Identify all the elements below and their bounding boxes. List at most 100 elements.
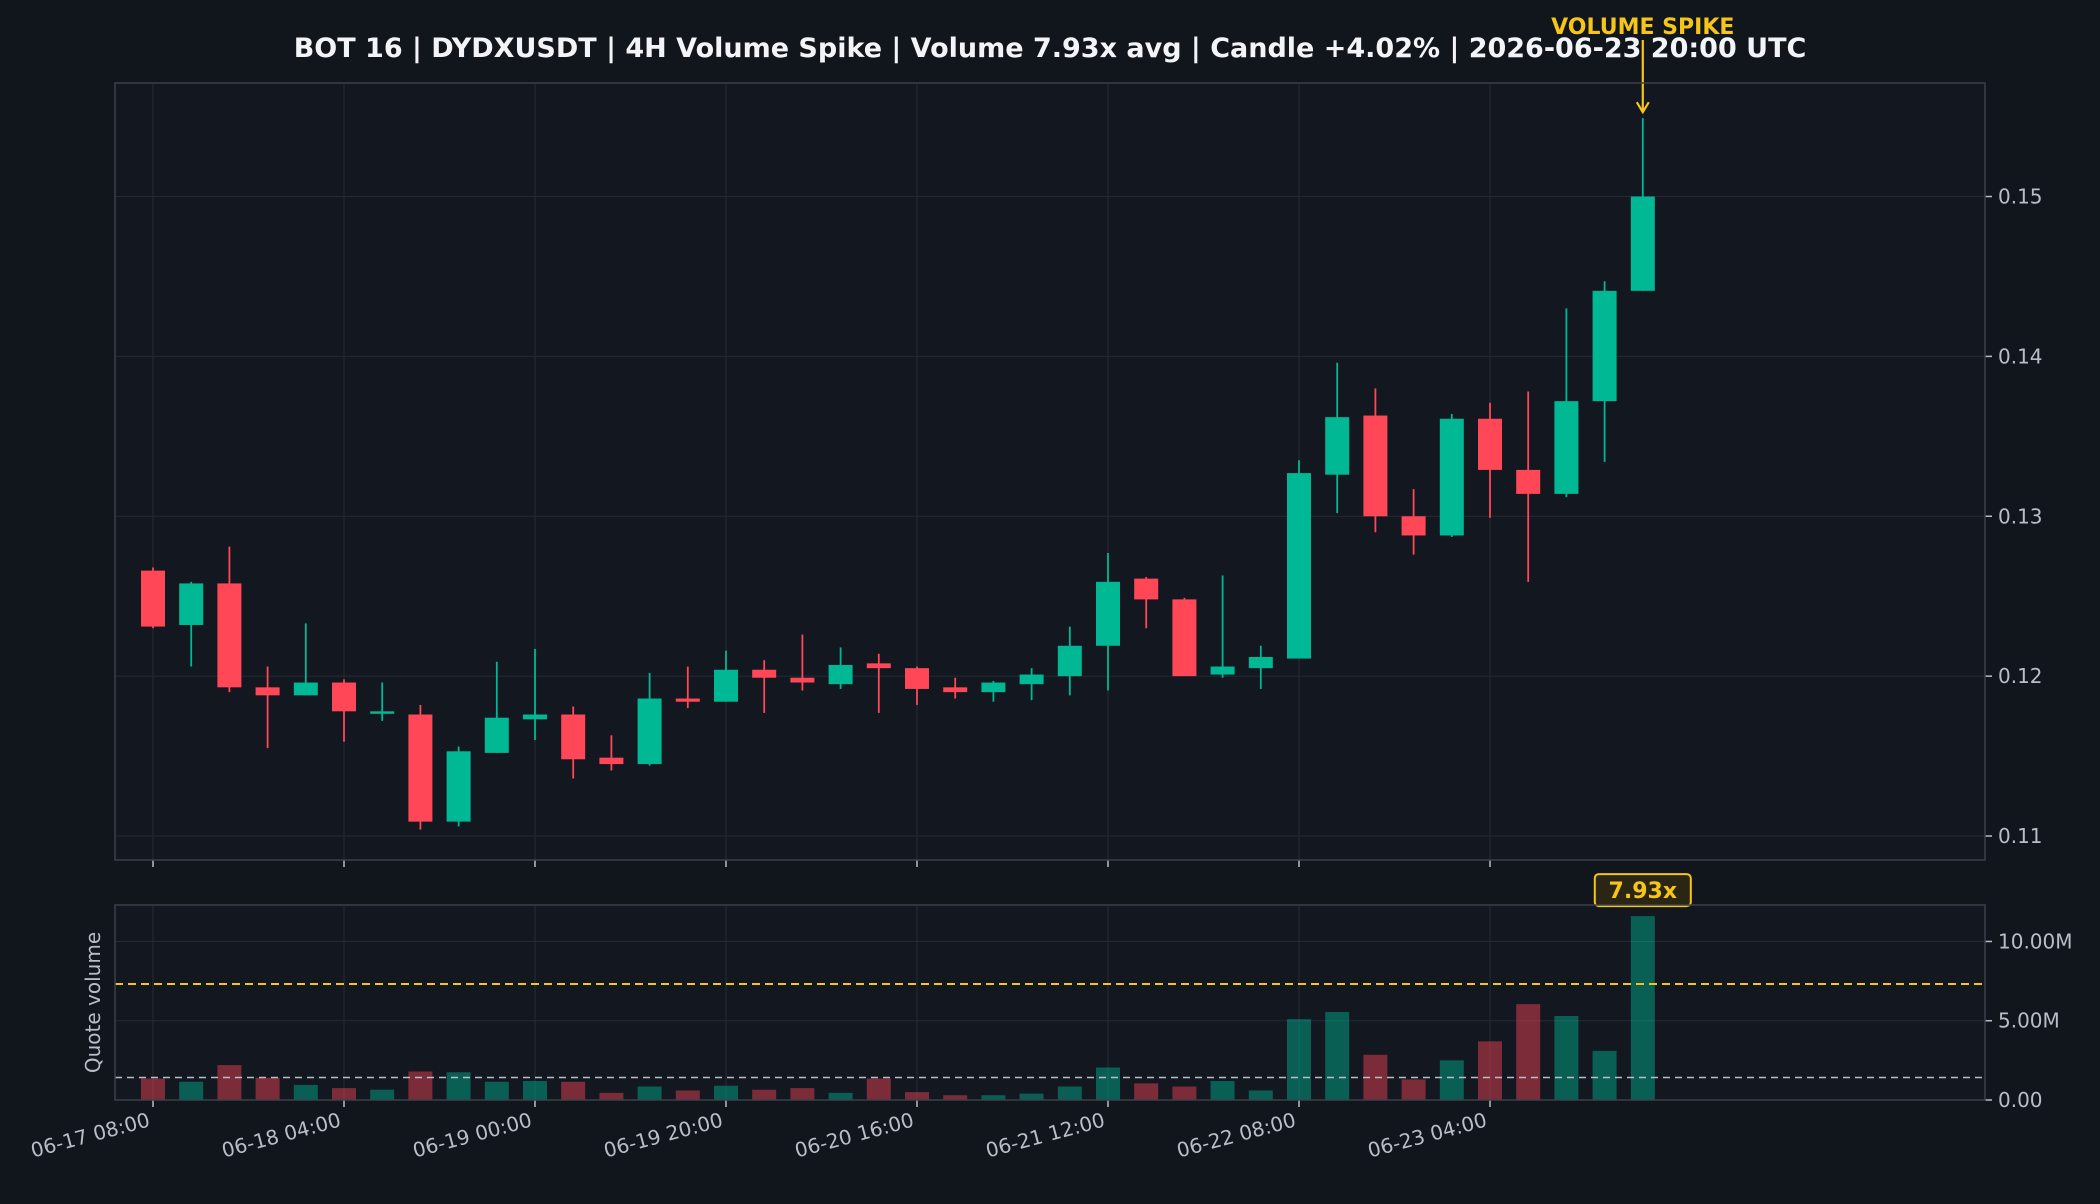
- candle-body: [332, 682, 356, 712]
- candle-body: [484, 717, 509, 753]
- volume-bar: [561, 1081, 586, 1100]
- candle-body: [675, 698, 700, 702]
- candle-body: [1134, 578, 1159, 600]
- candle-body: [1096, 581, 1120, 646]
- candle-body: [1554, 401, 1579, 494]
- price-y-tick-label: 0.15: [1998, 185, 2043, 209]
- volume-bar: [141, 1078, 165, 1100]
- candle-body: [255, 687, 280, 696]
- candle-body: [752, 669, 777, 678]
- volume-bar: [943, 1095, 968, 1100]
- candle-body: [790, 677, 815, 683]
- candle-body: [866, 663, 891, 669]
- volume-bar: [484, 1081, 509, 1100]
- volume-spike-annotation: VOLUME SPIKE: [1551, 15, 1734, 40]
- volume-y-tick-label: 10.00M: [1998, 929, 2073, 953]
- volume-bar: [1057, 1086, 1082, 1100]
- volume-y-tick-label: 0.00: [1998, 1088, 2043, 1112]
- volume-bar: [637, 1086, 662, 1100]
- volume-bar: [1019, 1093, 1044, 1100]
- volume-bar: [1134, 1083, 1159, 1100]
- candle-body: [1210, 666, 1235, 675]
- price-panel-frame: [114, 82, 1986, 861]
- volume-bar: [675, 1090, 700, 1100]
- volume-bar: [1172, 1086, 1197, 1100]
- candle-body: [828, 664, 853, 685]
- candle-body: [1363, 415, 1388, 517]
- volume-bar: [981, 1095, 1006, 1100]
- candle-body: [293, 682, 318, 696]
- volume-bar: [714, 1085, 738, 1100]
- volume-bar: [332, 1088, 356, 1100]
- candle-body: [141, 570, 165, 627]
- volume-bar: [293, 1084, 318, 1100]
- volume-bar: [828, 1092, 853, 1100]
- plot-layer: 06-17 08:00 06-18 04:00 06-19 00:00 06-19 2…: [28, 40, 2073, 1162]
- candle-body: [1516, 469, 1541, 494]
- candle-body: [943, 687, 968, 693]
- candle-body: [1287, 473, 1311, 659]
- candle-body: [446, 751, 471, 822]
- candle-body: [1019, 674, 1044, 685]
- candle-body: [1172, 599, 1197, 677]
- volume-bar: [1554, 1015, 1579, 1100]
- volume-bar: [1287, 1019, 1311, 1100]
- candle-body: [1325, 417, 1350, 475]
- price-panel-background: [115, 83, 1985, 860]
- candle-body: [714, 669, 738, 702]
- candle-body: [599, 757, 624, 765]
- candle-body: [637, 698, 662, 765]
- volume-bar: [1439, 1060, 1464, 1100]
- volume-panel-frame: [114, 904, 1986, 1101]
- candle-body: [1057, 645, 1082, 677]
- volume-bar: [752, 1089, 777, 1100]
- volume-bar: [790, 1088, 815, 1100]
- volume-bar: [1210, 1080, 1235, 1100]
- candle-body: [1630, 196, 1655, 291]
- volume-bar: [446, 1072, 471, 1100]
- volume-y-tick-label: 5.00M: [1998, 1009, 2060, 1033]
- candle-body: [981, 682, 1006, 693]
- candle-body: [561, 714, 586, 760]
- volume-bar: [1325, 1012, 1350, 1100]
- volume-bar: [255, 1077, 280, 1100]
- candle-body: [1478, 418, 1502, 470]
- volume-bar: [1592, 1050, 1617, 1100]
- volume-bar: [1630, 916, 1655, 1100]
- candle-body: [905, 668, 929, 689]
- candle-body: [1248, 656, 1273, 669]
- volume-spike-arrowhead: [1635, 101, 1650, 115]
- volume-bar: [217, 1065, 242, 1100]
- volume-panel-background: [115, 905, 1985, 1100]
- volume-bar: [1096, 1067, 1120, 1100]
- candle-body: [523, 714, 547, 720]
- volume-bar: [1401, 1079, 1426, 1100]
- price-y-tick-label: 0.14: [1998, 344, 2043, 368]
- price-y-tick-label: 0.11: [1998, 824, 2043, 848]
- price-y-tick-label: 0.13: [1998, 504, 2043, 528]
- chart-title: BOT 16 | DYDXUSDT | 4H Volume Spike | Vo…: [294, 33, 1807, 64]
- volume-bar: [179, 1081, 204, 1100]
- candle-body: [1439, 418, 1464, 536]
- volume-bar: [905, 1092, 929, 1100]
- volume-bar: [599, 1092, 624, 1100]
- volume-bar: [1516, 1004, 1541, 1100]
- volume-bar: [370, 1089, 395, 1100]
- price-y-tick-label: 0.12: [1998, 664, 2043, 688]
- volume-bar: [408, 1071, 433, 1100]
- candle-body: [408, 714, 433, 822]
- spike-ratio-badge: [1593, 873, 1692, 908]
- candle-body: [370, 711, 395, 714]
- volume-axis-label: Quote volume: [81, 932, 105, 1073]
- candle-body: [217, 583, 242, 688]
- volume-bar: [866, 1078, 891, 1100]
- candle-body: [1401, 516, 1426, 536]
- volume-bar: [1478, 1041, 1502, 1100]
- spike-ratio-label: 7.93x: [1609, 879, 1677, 904]
- volume-bar: [1248, 1090, 1273, 1100]
- candle-body: [1592, 290, 1617, 402]
- volume-bar: [523, 1080, 547, 1100]
- candle-body: [179, 583, 204, 625]
